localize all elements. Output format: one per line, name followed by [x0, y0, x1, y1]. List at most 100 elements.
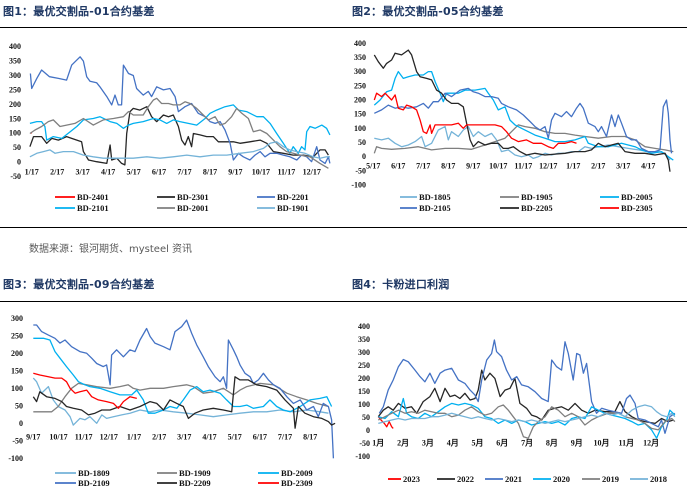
chart-1: -50 0 50 100 150 200 250 300 350 400 1/17 2/17 3/17 4…: [9, 42, 331, 213]
y-tick-label: 0: [362, 152, 366, 161]
y-tick-label: 200: [358, 374, 370, 383]
legend-item-2019[interactable]: 2019: [582, 474, 619, 484]
y-tick-label: 400: [9, 42, 21, 51]
series-line-bd-1901: [29, 141, 330, 159]
y-tick-label: 100: [9, 129, 21, 138]
legend-item-bd-1809[interactable]: BD-1809: [55, 468, 110, 478]
legend-item-2023[interactable]: 2023: [388, 474, 420, 484]
legend-label: 2023: [403, 474, 420, 484]
y-tick-label: 300: [11, 314, 23, 323]
legend-label: BD-2105: [419, 203, 451, 213]
x-tick-label: 12月: [643, 439, 659, 448]
x-tick-label: 7/17: [278, 433, 292, 442]
legend-item-bd-2301[interactable]: BD-2301: [157, 192, 209, 202]
legend-item-bd-2009[interactable]: BD-2009: [258, 468, 313, 478]
y-tick-label: 100: [358, 400, 370, 409]
middle-divider: [0, 227, 687, 228]
chart-3: -100 -50 0 50 100 150 200 250 300 9/17 10/17 11/17 1…: [8, 314, 336, 488]
series-line-bd-2301: [29, 106, 329, 166]
x-tick-label: 11/17: [75, 433, 93, 442]
x-tick-label: 11/17: [514, 162, 532, 171]
legend-item-bd-2205[interactable]: BD-2205: [500, 203, 553, 213]
legend-item-bd-2201[interactable]: BD-2201: [257, 192, 309, 202]
series-line-2018: [378, 404, 676, 425]
x-tick-label: 12/17: [303, 168, 321, 177]
series-line-bd-1809: [32, 377, 329, 426]
series-line-2021: [378, 339, 676, 434]
y-tick-label: 100: [11, 384, 23, 393]
legend-item-2018[interactable]: 2018: [630, 474, 667, 484]
legend-item-bd-1805[interactable]: BD-1805: [400, 192, 451, 202]
legend-item-bd-2305[interactable]: BD-2305: [600, 203, 653, 213]
x-tick-label: 2/17: [50, 168, 64, 177]
y-tick-label: 200: [11, 349, 23, 358]
legend-item-2022[interactable]: 2022: [437, 474, 474, 484]
series-line-2022: [377, 369, 674, 425]
legend-label: BD-2205: [521, 203, 553, 213]
y-tick-label: -100: [355, 452, 370, 461]
legend-item-bd-2105[interactable]: BD-2105: [400, 203, 451, 213]
legend-label: BD-2209: [179, 478, 211, 488]
legend-item-bd-2005[interactable]: BD-2005: [600, 192, 653, 202]
y-tick-label: 350: [9, 57, 21, 66]
legend-label: BD-1809: [78, 468, 110, 478]
chart-4-title: 图4：卡粉进口利润: [352, 278, 450, 291]
y-tick-label: 300: [9, 71, 21, 80]
y-tick-label: 300: [354, 67, 366, 76]
y-tick-label: 400: [354, 39, 366, 48]
y-tick-label: 200: [354, 96, 366, 105]
x-tick-label: 3月: [422, 439, 434, 448]
y-tick-label: 50: [358, 138, 366, 147]
legend-label: BD-1909: [179, 468, 211, 478]
legend-label: BD-2305: [621, 203, 653, 213]
y-tick-label: 350: [354, 53, 366, 62]
legend-item-bd-2101[interactable]: BD-2101: [55, 203, 109, 213]
legend-item-bd-2309[interactable]: BD-2309: [258, 478, 313, 488]
legend-item-bd-2109[interactable]: BD-2109: [55, 478, 110, 488]
legend-item-2020[interactable]: 2020: [533, 474, 570, 484]
y-tick-label: -50: [12, 436, 23, 445]
y-tick-label: 250: [354, 81, 366, 90]
x-tick-label: 10/17: [489, 162, 507, 171]
series-line-2023: [377, 416, 394, 429]
top-divider: [0, 27, 687, 28]
series-line-2020: [378, 397, 676, 439]
x-tick-label: 9/17: [26, 433, 40, 442]
series-line-bd-2305: [373, 92, 577, 150]
x-tick-label: 1/17: [25, 168, 39, 177]
y-tick-label: 350: [358, 335, 370, 344]
legend-item-2021[interactable]: 2021: [485, 474, 522, 484]
legend-label: BD-2401: [77, 192, 109, 202]
x-tick-label: 1/17: [127, 433, 141, 442]
legend-item-bd-2001[interactable]: BD-2001: [157, 203, 209, 213]
y-tick-label: 400: [358, 322, 370, 331]
legend-item-bd-2209[interactable]: BD-2209: [157, 478, 211, 488]
chart-4: -100 -50 0 50 100 150 200 250 300 350 400 1月 2月 3月 4月 5…: [355, 322, 676, 484]
y-tick-label: 0: [366, 426, 370, 435]
y-tick-label: 50: [362, 413, 370, 422]
y-tick-label: 150: [9, 114, 21, 123]
legend-item-bd-1901[interactable]: BD-1901: [257, 203, 309, 213]
x-tick-label: 5/17: [228, 433, 242, 442]
legend-item-bd-1909[interactable]: BD-1909: [157, 468, 211, 478]
x-tick-label: 2月: [397, 439, 409, 448]
legend-label: BD-2109: [78, 478, 110, 488]
legend-item-bd-2401[interactable]: BD-2401: [55, 192, 109, 202]
y-tick-label: 150: [11, 366, 23, 375]
x-tick-label: 10/17: [49, 433, 67, 442]
legend-label: BD-2201: [277, 192, 309, 202]
x-tick-label: 6月: [496, 439, 508, 448]
x-tick-label: 11月: [619, 439, 635, 448]
series-line-bd-2001: [29, 97, 329, 169]
y-tick-label: -50: [10, 172, 21, 181]
legend-label: BD-1905: [521, 192, 553, 202]
lower-divider: [0, 301, 687, 302]
legend-item-bd-1905[interactable]: BD-1905: [500, 192, 553, 202]
series-line-bd-2109: [33, 319, 335, 459]
legend-label: BD-1901: [277, 203, 309, 213]
legend-label: BD-2309: [281, 478, 313, 488]
y-tick-label: 200: [9, 100, 21, 109]
x-tick-label: 8/17: [203, 168, 217, 177]
x-tick-label: 5/17: [366, 162, 380, 171]
series-line-bd-2205: [373, 49, 671, 172]
